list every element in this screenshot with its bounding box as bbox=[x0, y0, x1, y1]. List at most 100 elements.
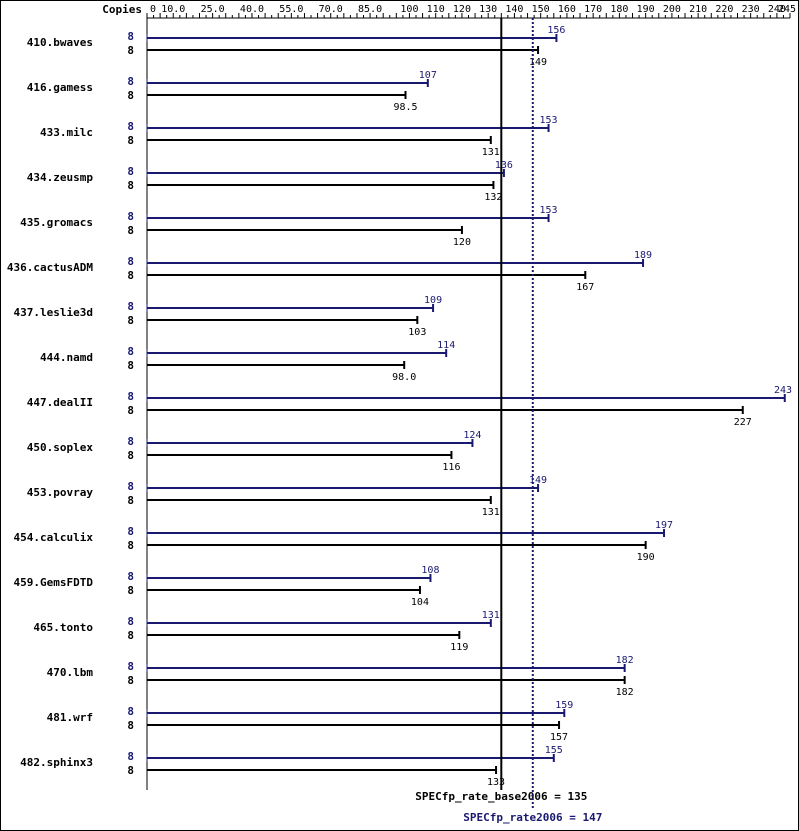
benchmark-group: 444.namd 8 114 8 98.0 bbox=[40, 340, 455, 383]
x-tick-label: 10.0 bbox=[161, 4, 185, 15]
base-copies-label: 8 bbox=[127, 269, 134, 282]
benchmark-name: 453.povray bbox=[27, 486, 94, 499]
peak-copies-label: 8 bbox=[127, 570, 134, 583]
benchmark-name: 447.dealII bbox=[27, 396, 93, 409]
base-value-label: 227 bbox=[734, 417, 752, 428]
x-tick-label: 220 bbox=[715, 4, 733, 15]
peak-copies-label: 8 bbox=[127, 750, 134, 763]
x-tick-label: 25.0 bbox=[201, 4, 225, 15]
benchmark-name: 433.milc bbox=[40, 126, 93, 139]
base-copies-label: 8 bbox=[127, 719, 134, 732]
x-tick-label: 85.0 bbox=[358, 4, 382, 15]
peak-copies-label: 8 bbox=[127, 525, 134, 538]
peak-value-label: 131 bbox=[482, 610, 500, 621]
base-value-label: 182 bbox=[616, 687, 634, 698]
base-value-label: 120 bbox=[453, 237, 471, 248]
peak-copies-label: 8 bbox=[127, 30, 134, 43]
base-value-label: 119 bbox=[450, 642, 468, 653]
peak-value-label: 189 bbox=[634, 250, 652, 261]
peak-copies-label: 8 bbox=[127, 120, 134, 133]
benchmark-name: 410.bwaves bbox=[27, 36, 93, 49]
benchmark-group: 454.calculix 8 197 8 190 bbox=[14, 520, 674, 563]
peak-value-label: 114 bbox=[437, 340, 455, 351]
peak-value-label: 136 bbox=[495, 160, 513, 171]
base-copies-label: 8 bbox=[127, 224, 134, 237]
benchmark-name: 482.sphinx3 bbox=[20, 756, 93, 769]
peak-value-label: 107 bbox=[419, 70, 437, 81]
benchmark-name: 481.wrf bbox=[47, 711, 93, 724]
base-value-label: 98.0 bbox=[392, 372, 416, 383]
peak-value-label: 124 bbox=[463, 430, 481, 441]
mean-lines: SPECfp_rate_base2006 = 135 SPECfp_rate200… bbox=[415, 18, 602, 824]
base-copies-label: 8 bbox=[127, 449, 134, 462]
benchmark-group: 410.bwaves 8 156 8 149 bbox=[27, 25, 566, 68]
benchmark-group: 450.soplex 8 124 8 116 bbox=[27, 430, 482, 473]
peak-copies-label: 8 bbox=[127, 255, 134, 268]
x-tick-label: 110 bbox=[427, 4, 445, 15]
peak-copies-label: 8 bbox=[127, 345, 134, 358]
base-copies-label: 8 bbox=[127, 44, 134, 57]
x-tick-label: 40.0 bbox=[240, 4, 264, 15]
peak-copies-label: 8 bbox=[127, 615, 134, 628]
peak-copies-label: 8 bbox=[127, 165, 134, 178]
benchmark-name: 450.soplex bbox=[27, 441, 94, 454]
base-value-label: 131 bbox=[482, 507, 500, 518]
base-copies-label: 8 bbox=[127, 89, 134, 102]
peak-copies-label: 8 bbox=[127, 390, 134, 403]
benchmark-name: 436.cactusADM bbox=[7, 261, 93, 274]
benchmark-group: 465.tonto 8 131 8 119 bbox=[33, 610, 499, 653]
x-tick-label: 70.0 bbox=[319, 4, 343, 15]
x-tick-label: 100 bbox=[400, 4, 418, 15]
peak-copies-label: 8 bbox=[127, 705, 134, 718]
x-tick-label: 180 bbox=[610, 4, 628, 15]
peak-value-label: 197 bbox=[655, 520, 673, 531]
x-tick-label: 210 bbox=[689, 4, 707, 15]
x-tick-label: 245 bbox=[778, 4, 796, 15]
base-copies-label: 8 bbox=[127, 494, 134, 507]
peak-value-label: 109 bbox=[424, 295, 442, 306]
base-value-label: 157 bbox=[550, 732, 568, 743]
benchmark-group: 433.milc 8 153 8 131 bbox=[40, 115, 558, 158]
benchmark-group: 436.cactusADM 8 189 8 167 bbox=[7, 250, 652, 293]
benchmark-name: 454.calculix bbox=[14, 531, 94, 544]
x-tick-label: 150 bbox=[532, 4, 550, 15]
base-value-label: 103 bbox=[408, 327, 426, 338]
base-copies-label: 8 bbox=[127, 629, 134, 642]
x-tick-label: 0 bbox=[150, 4, 156, 15]
base-copies-label: 8 bbox=[127, 584, 134, 597]
peak-copies-label: 8 bbox=[127, 660, 134, 673]
x-tick-label: 140 bbox=[505, 4, 523, 15]
x-tick-label: 190 bbox=[637, 4, 655, 15]
base-copies-label: 8 bbox=[127, 674, 134, 687]
base-value-label: 131 bbox=[482, 147, 500, 158]
base-copies-label: 8 bbox=[127, 134, 134, 147]
peak-mean-label: SPECfp_rate2006 = 147 bbox=[463, 811, 602, 824]
benchmark-name: 416.gamess bbox=[27, 81, 93, 94]
base-mean-label: SPECfp_rate_base2006 = 135 bbox=[415, 790, 587, 803]
benchmark-name: 465.tonto bbox=[33, 621, 93, 634]
peak-value-label: 149 bbox=[529, 475, 547, 486]
base-value-label: 149 bbox=[529, 57, 547, 68]
benchmark-group: 482.sphinx3 8 155 8 133 bbox=[20, 745, 563, 788]
x-tick-label: 170 bbox=[584, 4, 602, 15]
peak-copies-label: 8 bbox=[127, 435, 134, 448]
base-value-label: 104 bbox=[411, 597, 429, 608]
x-axis: Copies 0 10.0 25.0 40.0 55.0 70.0 85.0 100 110 120… bbox=[102, 3, 796, 790]
base-copies-label: 8 bbox=[127, 764, 134, 777]
x-tick-label: 120 bbox=[453, 4, 471, 15]
base-value-label: 132 bbox=[484, 192, 502, 203]
x-tick-label: 130 bbox=[479, 4, 497, 15]
benchmark-name: 444.namd bbox=[40, 351, 93, 364]
peak-value-label: 182 bbox=[616, 655, 634, 666]
benchmark-group: 481.wrf 8 159 8 157 bbox=[47, 700, 574, 743]
peak-value-label: 153 bbox=[540, 205, 558, 216]
base-value-label: 116 bbox=[442, 462, 460, 473]
peak-copies-label: 8 bbox=[127, 480, 134, 493]
x-tick-label: 160 bbox=[558, 4, 576, 15]
peak-value-label: 155 bbox=[545, 745, 563, 756]
benchmark-group: 437.leslie3d 8 109 8 103 bbox=[14, 295, 443, 338]
peak-value-label: 243 bbox=[774, 385, 792, 396]
x-tick-label: 230 bbox=[742, 4, 760, 15]
benchmark-group: 434.zeusmp 8 136 8 132 bbox=[27, 160, 513, 203]
